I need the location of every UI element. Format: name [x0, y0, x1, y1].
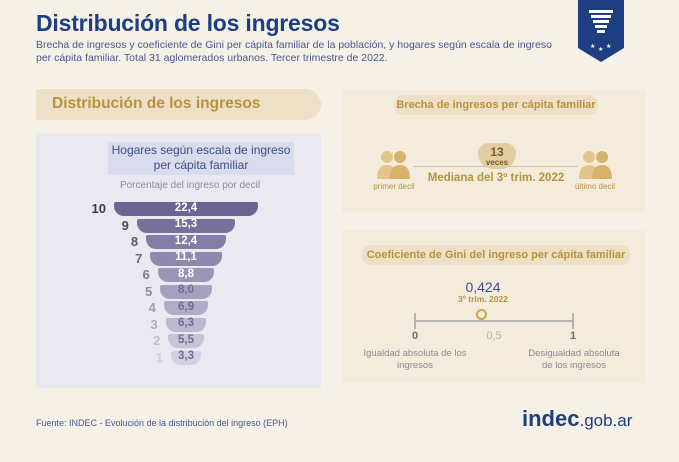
first-decile-label: primer decil [373, 182, 415, 191]
brecha-unit: veces [485, 158, 509, 167]
decile-value-label: 8,8 [178, 267, 194, 280]
chart-title-box [108, 142, 294, 175]
decile-value-label: 12,4 [174, 234, 198, 247]
gini-value: 0,424 [465, 279, 501, 295]
decile-label: 2 [153, 333, 161, 348]
decile-bar [136, 218, 236, 233]
decile-value-label: 3,3 [178, 350, 194, 362]
gini-max-desc: Desigualdad absoluta de los ingresos [528, 348, 620, 371]
decile-label: 4 [148, 300, 156, 315]
page-title: Distribución de los ingresos [36, 10, 340, 36]
gini-scale-max: 1 [569, 330, 577, 342]
decile-label: 5 [145, 283, 153, 299]
svg-text:★: ★ [598, 46, 603, 53]
last-decile-label: último decil [574, 182, 615, 191]
decile-label: 9 [121, 217, 129, 233]
gini-scale-min: 0 [411, 330, 419, 342]
brecha-value: 13 [490, 145, 504, 159]
people-group-icon [579, 151, 612, 179]
decile-bar [160, 284, 212, 299]
decile-bar [146, 235, 226, 249]
decile-value-label: 22,4 [174, 201, 198, 214]
decile-bar [163, 301, 209, 315]
decile-value-label: 15,3 [174, 218, 198, 230]
svg-text:★: ★ [590, 43, 595, 50]
indec-logo: indec.gob.ar [522, 406, 632, 432]
gini-scale-tick-max [572, 313, 574, 329]
gini-scale-line [414, 320, 574, 322]
gini-min-desc: Igualdad absoluta de los ingresos [363, 348, 467, 371]
decile-bar [171, 350, 201, 365]
brecha-value-badge [478, 143, 516, 169]
decile-label: 8 [130, 234, 139, 249]
gini-title: Coeficiente de Gini del ingreso per cápi… [362, 245, 630, 265]
brecha-title: Brecha de ingresos per cápita familiar [394, 95, 598, 115]
left-section-banner [36, 89, 321, 120]
decile-label: 1 [155, 349, 163, 365]
gini-scale-tick-min [414, 313, 416, 329]
indec-badge-icon: ★ ★ ★ [578, 0, 624, 62]
logo-suffix: .gob.ar [579, 411, 633, 430]
decile-value-label: 6,9 [178, 300, 194, 313]
decile-label: 6 [142, 267, 150, 282]
decile-bar [168, 334, 204, 348]
gini-marker [476, 309, 488, 320]
people-group-icon [377, 151, 410, 179]
gini-period: 3º trim. 2022 [458, 294, 508, 304]
left-section-title: Distribución de los ingresos [52, 95, 261, 112]
svg-text:★: ★ [606, 43, 611, 50]
decile-label: 10 [91, 201, 106, 216]
chart-title: Hogares según escala de ingreso per cápi… [111, 143, 291, 172]
decile-value-label: 8,0 [178, 284, 194, 296]
source-note: Fuente: INDEC - Evolución de la distribu… [36, 418, 288, 428]
brecha-median-label: Mediana del 3º trim. 2022 [427, 172, 565, 184]
chart-axis-note: Porcentaje del ingreso por decil [119, 180, 261, 191]
decile-bar [150, 251, 222, 266]
gini-scale-mid: 0,5 [486, 330, 502, 342]
decile-label: 7 [135, 250, 143, 266]
decile-bar [157, 268, 215, 282]
decile-value-label: 5,5 [178, 333, 194, 346]
decile-bar [114, 202, 258, 216]
logo-main: indec [522, 406, 580, 431]
decile-value-label: 6,3 [178, 317, 194, 329]
decile-value-label: 11,1 [175, 251, 197, 263]
page-subtitle: Brecha de ingresos y coeficiente de Gini… [36, 39, 552, 64]
decile-label: 3 [150, 316, 158, 332]
decile-bar [165, 317, 207, 332]
